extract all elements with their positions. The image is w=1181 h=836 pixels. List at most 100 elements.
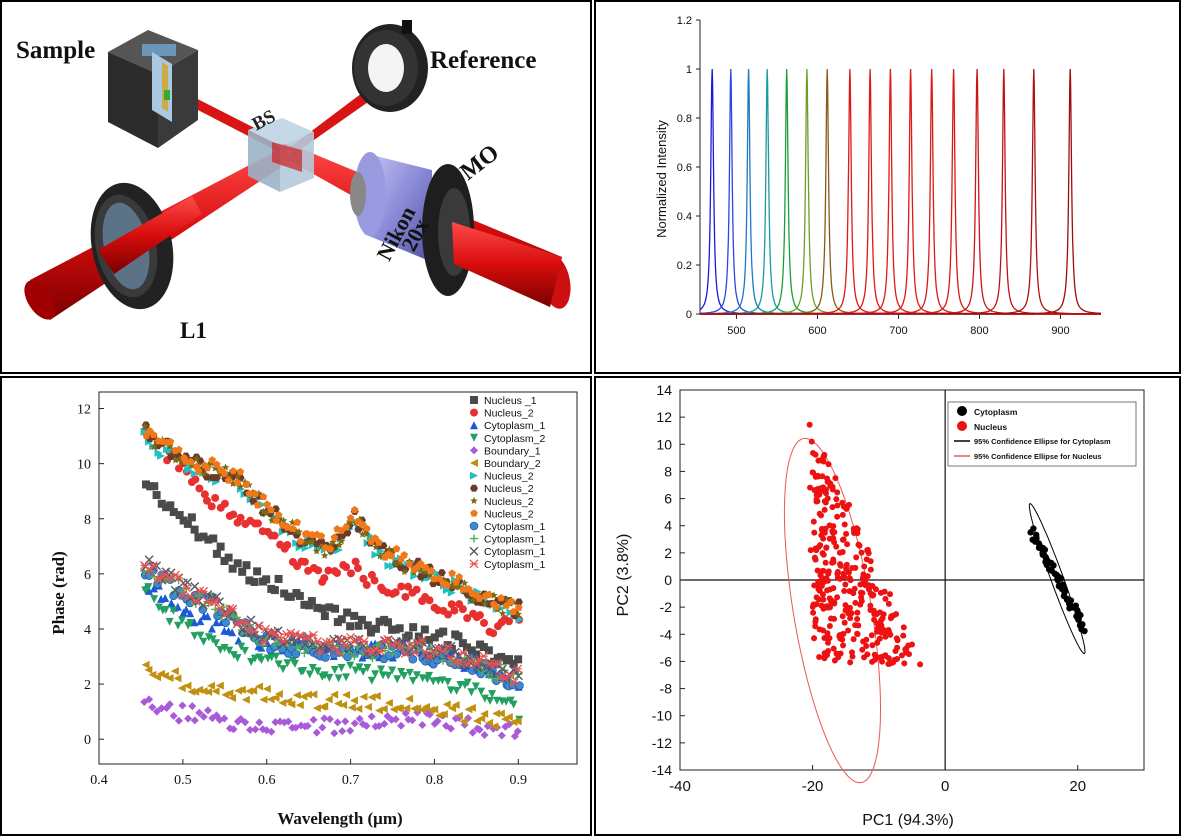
- data-point: [245, 687, 254, 696]
- data-point: [236, 467, 245, 476]
- data-point: [236, 715, 245, 724]
- data-point: [320, 702, 329, 711]
- data-point: [254, 682, 263, 691]
- data-point: [314, 566, 323, 575]
- nucleus-point: [850, 525, 857, 532]
- data-point: [509, 678, 519, 688]
- phase-ylabel: Phase (rad): [49, 551, 68, 635]
- data-point: [334, 674, 343, 683]
- data-point: [204, 633, 213, 642]
- data-point: [374, 538, 383, 546]
- l1-label: L1: [180, 318, 207, 343]
- data-point: [169, 606, 178, 615]
- sample-label: Sample: [16, 37, 95, 64]
- legend-label: Nucleus_2: [484, 496, 534, 508]
- data-point: [363, 664, 372, 673]
- data-point: [204, 687, 213, 696]
- data-point: [259, 492, 268, 501]
- data-point: [145, 586, 154, 595]
- data-point: [346, 661, 355, 670]
- data-point: [455, 657, 464, 667]
- nucleus-point: [829, 528, 836, 535]
- data-point: [325, 637, 335, 647]
- data-point: [161, 605, 170, 614]
- data-point: [439, 627, 448, 636]
- data-point: [182, 583, 191, 593]
- data-point: [470, 509, 478, 517]
- setup-diagram: Sample Reference BS MO Nikon 20x L1: [16, 20, 571, 343]
- data-point: [190, 632, 199, 641]
- data-point: [242, 561, 251, 570]
- nucleus-point: [833, 496, 840, 503]
- nucleus-point: [901, 660, 908, 667]
- data-point: [354, 525, 363, 533]
- data-point: [353, 642, 362, 651]
- data-point: [349, 696, 358, 705]
- data-point: [458, 605, 467, 614]
- nucleus-point: [821, 506, 828, 513]
- data-point: [145, 695, 154, 704]
- data-point: [395, 704, 404, 713]
- nucleus-point: [851, 529, 858, 536]
- data-point: [251, 725, 260, 734]
- data-point: [212, 618, 221, 627]
- data-point: [450, 606, 459, 615]
- data-point: [340, 641, 350, 650]
- data-point: [324, 566, 333, 575]
- data-point: [271, 640, 280, 649]
- data-point: [480, 709, 489, 718]
- nucleus-point: [848, 610, 855, 617]
- data-point: [308, 664, 317, 673]
- data-point: [405, 694, 414, 703]
- data-point: [425, 642, 434, 651]
- nucleus-point: [841, 587, 848, 594]
- data-point: [433, 569, 442, 578]
- data-point: [480, 618, 489, 627]
- nucleus-point: [879, 658, 886, 665]
- data-point: [357, 615, 366, 624]
- data-point: [271, 693, 280, 702]
- data-point: [331, 604, 340, 613]
- legend-label: Boundary_2: [484, 458, 541, 470]
- data-point: [174, 621, 183, 630]
- data-point: [470, 534, 478, 543]
- nucleus-point: [829, 504, 836, 511]
- nucleus-point: [811, 635, 818, 642]
- data-point: [179, 516, 188, 525]
- input-beam-front: [98, 196, 202, 274]
- nucleus-point: [855, 541, 862, 548]
- nucleus-point: [874, 628, 881, 635]
- data-point: [152, 491, 161, 500]
- data-point: [350, 652, 359, 661]
- data-point: [194, 466, 203, 475]
- data-point: [329, 538, 337, 546]
- nucleus-point: [844, 541, 851, 548]
- y-tick-label: 0: [664, 572, 672, 588]
- pca-legend: Cytoplasm Nucleus 95% Confidence Ellipse f…: [947, 401, 1137, 467]
- data-point: [236, 482, 245, 490]
- data-point: [424, 635, 433, 644]
- data-point: [175, 511, 184, 520]
- data-point: [421, 568, 429, 576]
- data-point: [425, 596, 434, 605]
- nucleus-point: [824, 495, 831, 502]
- data-point: [186, 609, 195, 618]
- data-point: [409, 623, 418, 632]
- data-point: [221, 609, 230, 619]
- data-point: [477, 714, 486, 723]
- data-point: [379, 671, 388, 680]
- data-point: [287, 700, 296, 709]
- nucleus-point: [819, 568, 826, 575]
- data-point: [188, 702, 197, 711]
- data-point: [274, 510, 283, 519]
- data-point: [213, 460, 221, 468]
- data-point: [393, 675, 402, 684]
- data-point: [448, 569, 456, 577]
- data-point: [350, 611, 359, 620]
- y-tick-label: 10: [77, 458, 91, 473]
- data-point: [451, 700, 460, 709]
- data-point: [484, 646, 493, 655]
- x-tick-label: 700: [889, 325, 907, 337]
- pca-points: [806, 421, 1088, 668]
- nucleus-point: [842, 602, 849, 609]
